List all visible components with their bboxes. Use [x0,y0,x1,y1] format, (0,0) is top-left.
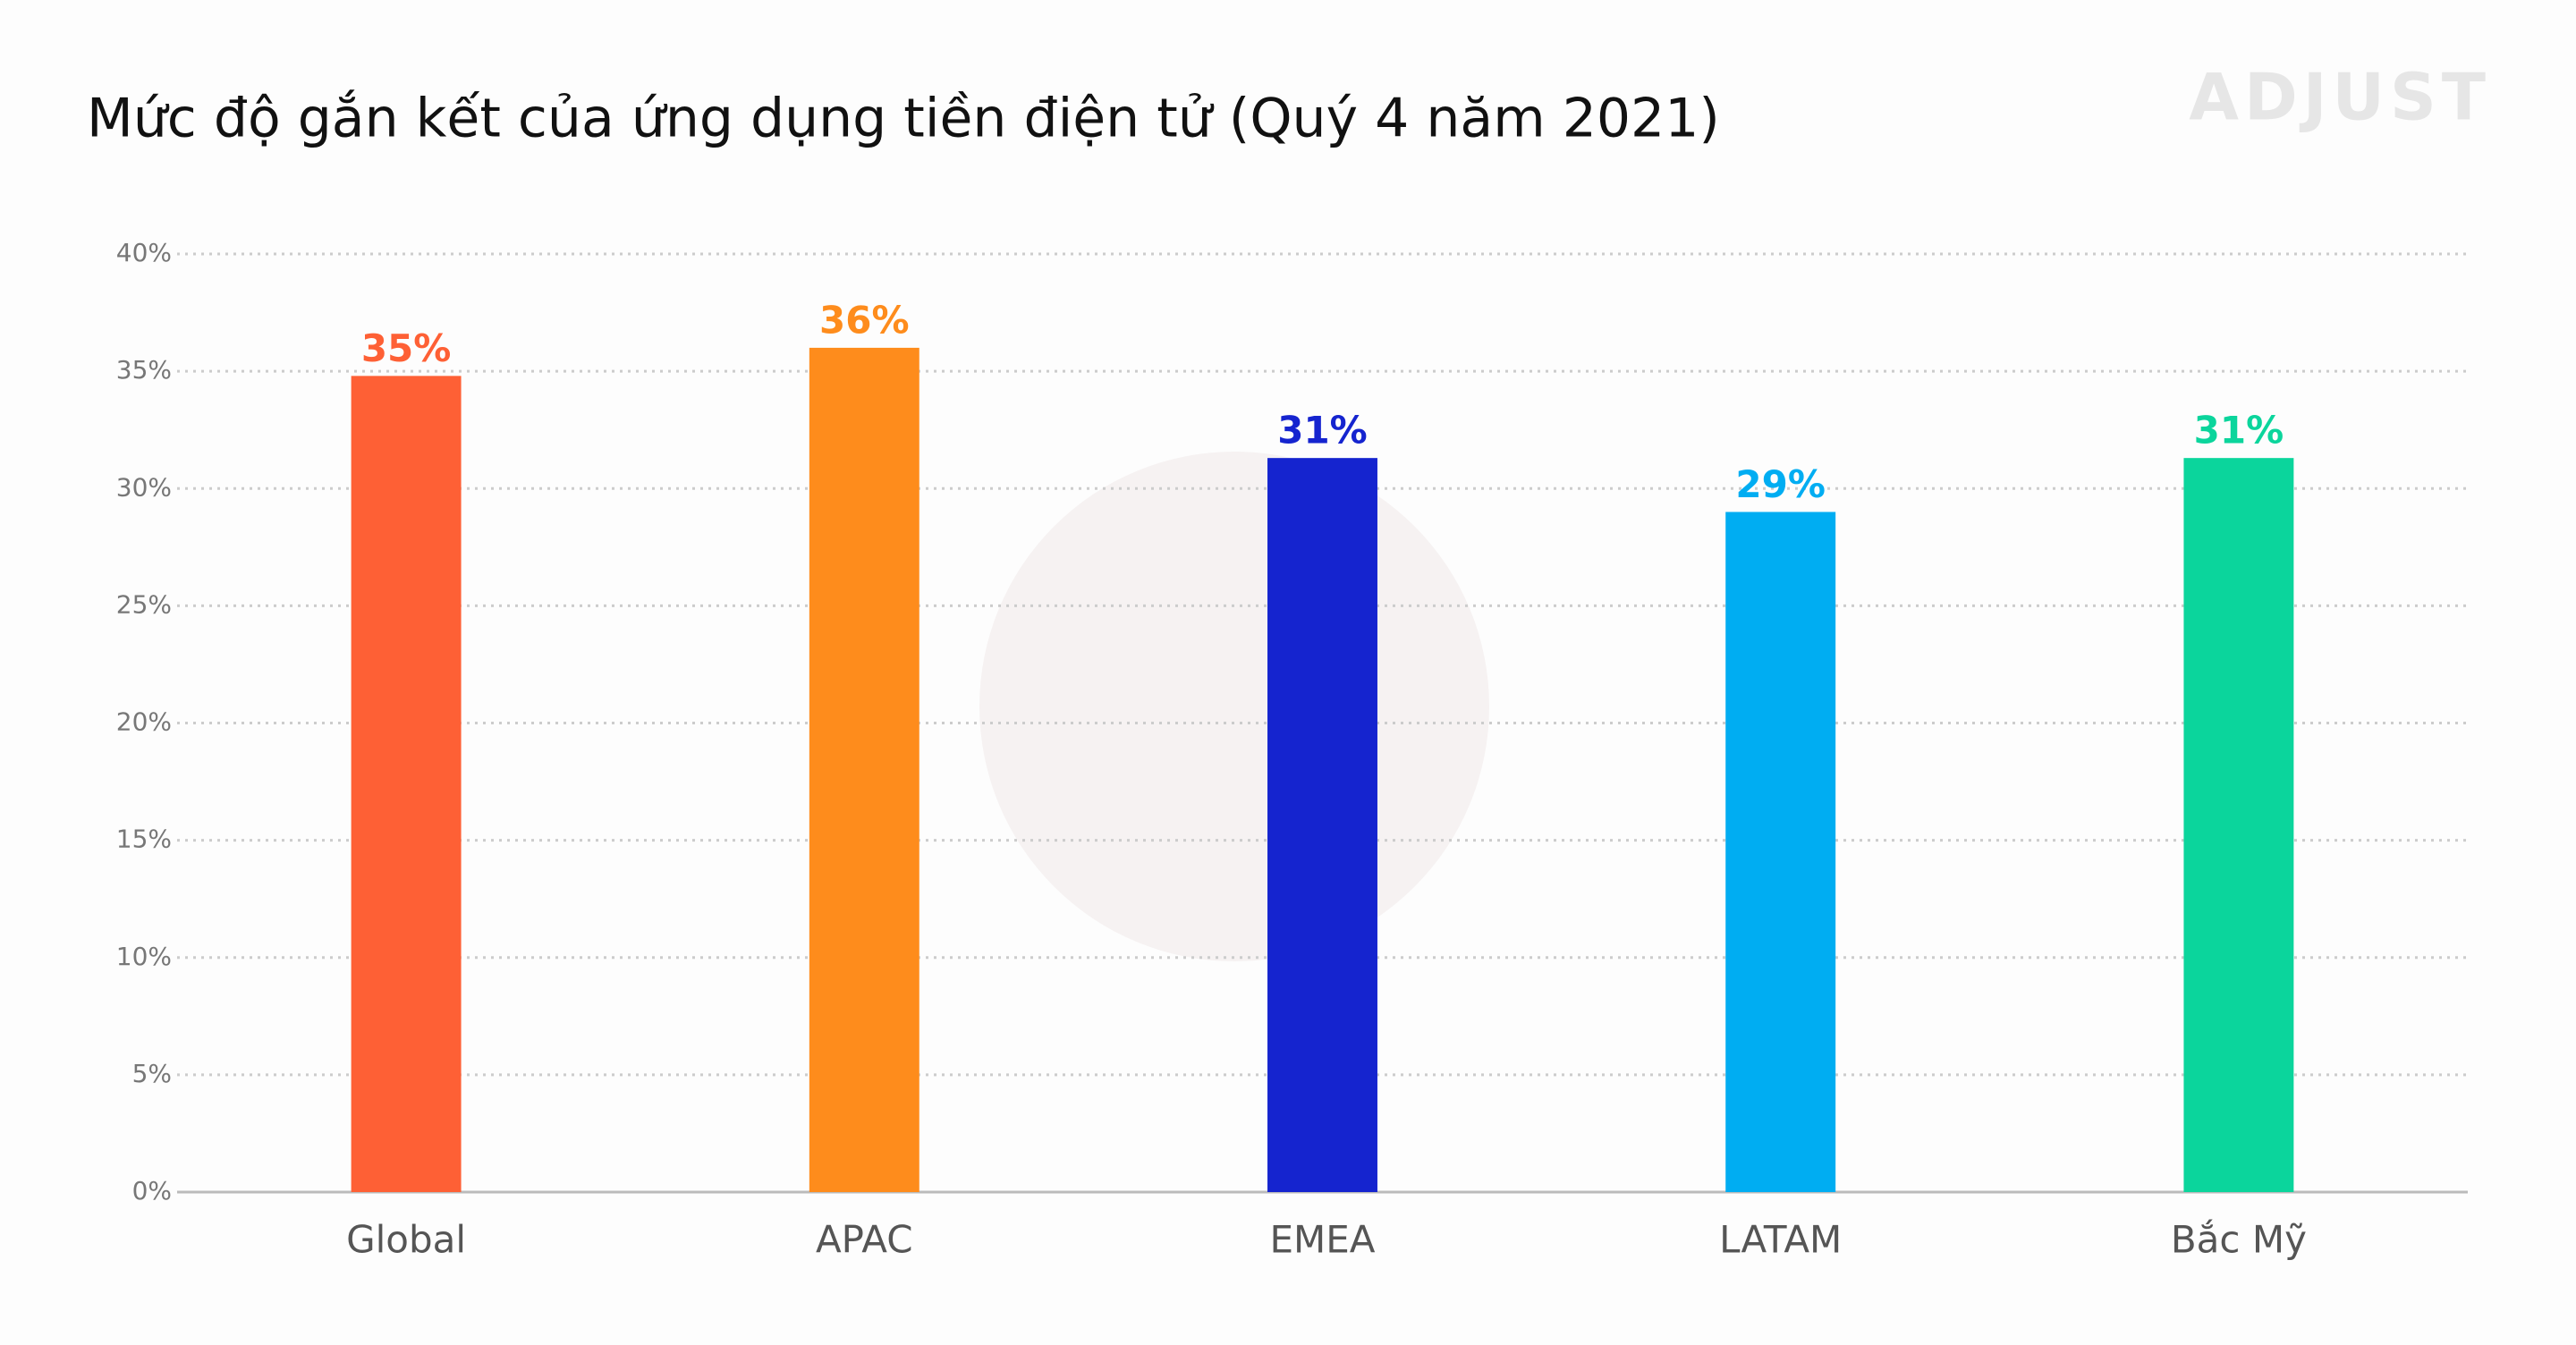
value-label: 31% [2194,409,2284,453]
bar [809,347,919,1192]
x-tick-label: APAC [816,1218,913,1262]
x-tick-label: LATAM [1719,1218,1842,1262]
y-tick-label: 20% [116,707,172,737]
value-label: 31% [1277,409,1368,453]
y-tick-label: 15% [116,825,172,854]
y-tick-label: 10% [116,942,172,971]
watermark [979,452,1489,961]
y-tick-label: 0% [132,1176,172,1205]
y-tick-label: 35% [116,355,172,385]
x-tick-label: EMEA [1269,1218,1375,1262]
bar [351,376,462,1192]
value-label: 29% [1735,462,1826,506]
y-tick-label: 40% [116,238,172,267]
x-tick-label: Global [346,1218,466,1262]
bar [2183,458,2294,1192]
value-label: 35% [361,326,452,370]
y-tick-label: 25% [116,589,172,619]
logo: ADJUST [2189,60,2491,135]
x-tick-label: Bắc Mỹ [2171,1218,2307,1262]
bar [1267,458,1377,1192]
chart-title: Mức độ gắn kết của ứng dụng tiền điện tử… [87,88,1720,150]
bar [1725,512,1836,1192]
value-label: 36% [819,298,910,342]
y-tick-label: 30% [116,472,172,502]
y-tick-label: 5% [132,1059,172,1088]
